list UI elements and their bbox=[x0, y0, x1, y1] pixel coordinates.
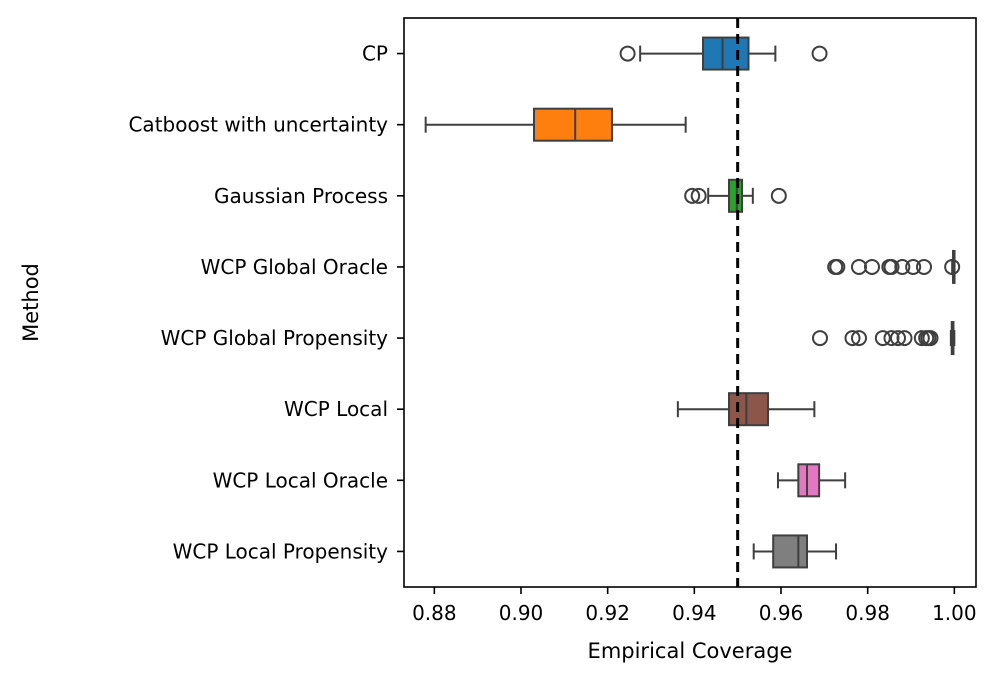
box-iqr bbox=[797, 463, 821, 498]
box-group bbox=[684, 178, 787, 213]
y-tick-label: WCP Global Oracle bbox=[201, 255, 388, 279]
y-tick-label: WCP Local Oracle bbox=[213, 468, 388, 492]
box-group bbox=[676, 392, 816, 427]
outlier-point bbox=[883, 258, 900, 275]
y-axis-label: Method bbox=[19, 263, 43, 342]
outlier-point bbox=[851, 258, 867, 275]
outlier-point bbox=[896, 330, 913, 347]
outlier-point bbox=[890, 330, 906, 347]
x-tick-label: 0.92 bbox=[585, 601, 630, 625]
outlier-point bbox=[619, 45, 636, 62]
outlier-point bbox=[811, 45, 828, 62]
outlier-point bbox=[684, 187, 701, 204]
box-group bbox=[752, 534, 838, 569]
x-axis: 0.88 0.90 0.92 0.94 0.96 0.98 1.00 bbox=[412, 587, 977, 625]
outlier-point bbox=[944, 258, 961, 275]
plot-area bbox=[424, 18, 961, 587]
y-tick-label: WCP Local Propensity bbox=[173, 539, 389, 563]
outlier-point bbox=[874, 330, 891, 347]
box-iqr bbox=[533, 107, 613, 142]
outlier-point bbox=[770, 187, 787, 204]
box-iqr bbox=[728, 392, 769, 427]
x-tick-label: 0.98 bbox=[845, 601, 890, 625]
outlier-point bbox=[922, 330, 939, 347]
x-tick-label: 1.00 bbox=[932, 601, 977, 625]
box-group bbox=[424, 107, 687, 142]
outlier-point bbox=[812, 330, 828, 347]
y-tick-label: Catboost with uncertainty bbox=[128, 113, 388, 137]
x-tick-label: 0.94 bbox=[672, 601, 717, 625]
box-iqr bbox=[728, 178, 743, 213]
outlier-point bbox=[844, 330, 861, 347]
x-tick-label: 0.90 bbox=[499, 601, 544, 625]
outlier-point bbox=[905, 258, 922, 275]
y-tick-label: Gaussian Process bbox=[214, 184, 388, 208]
outlier-point bbox=[829, 258, 846, 275]
box-group bbox=[619, 36, 828, 71]
y-tick-label: CP bbox=[362, 42, 388, 66]
box-group bbox=[812, 321, 956, 356]
box-iqr bbox=[702, 36, 750, 71]
plot-frame bbox=[403, 17, 977, 588]
y-tick-label: WCP Global Propensity bbox=[161, 326, 389, 350]
outlier-point bbox=[851, 330, 867, 347]
outlier-point bbox=[894, 258, 911, 275]
x-axis-label: Empirical Coverage bbox=[588, 639, 793, 663]
x-tick-label: 0.88 bbox=[412, 601, 457, 625]
y-tick-label: WCP Local bbox=[284, 397, 388, 421]
outlier-point bbox=[913, 330, 930, 347]
outlier-point bbox=[916, 258, 932, 275]
outlier-point bbox=[690, 187, 707, 204]
outlier-point bbox=[864, 258, 880, 275]
box-group bbox=[776, 463, 847, 498]
y-axis: CP Catboost with uncertainty Gaussian Proc… bbox=[128, 42, 404, 563]
x-tick-label: 0.96 bbox=[759, 601, 804, 625]
box-iqr bbox=[772, 534, 809, 569]
box-group bbox=[827, 249, 961, 284]
